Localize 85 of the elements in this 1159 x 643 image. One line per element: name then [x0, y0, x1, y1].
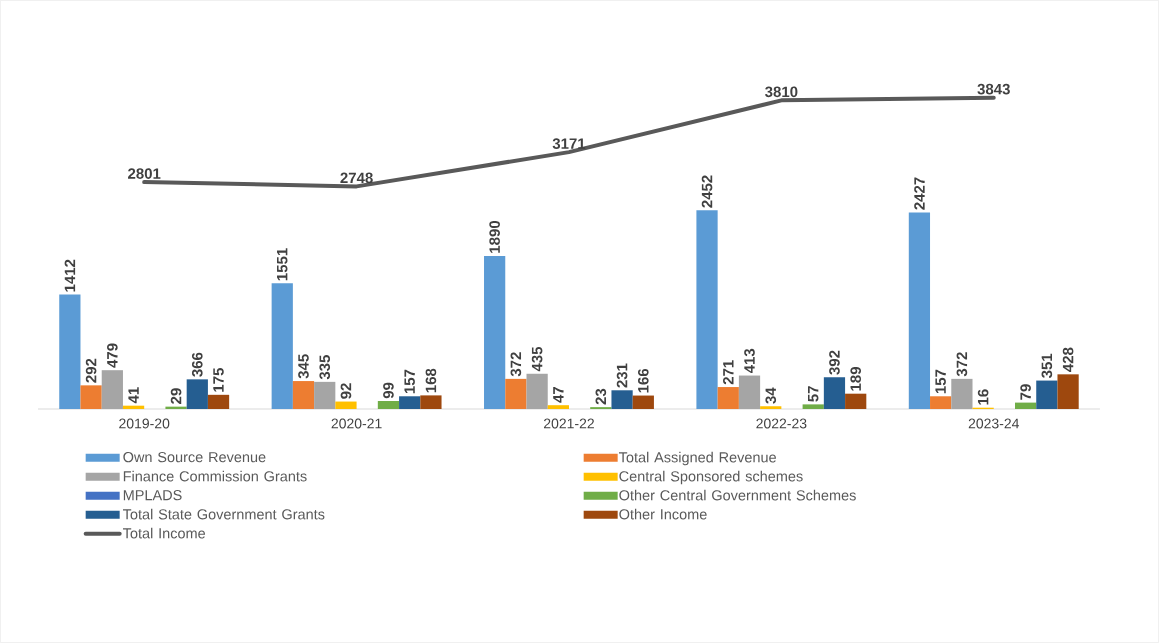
data-label: 292	[85, 358, 97, 383]
data-label: 99	[383, 382, 394, 399]
data-label: 479	[107, 343, 118, 368]
bar	[930, 396, 952, 409]
data-label: 3810	[765, 86, 798, 98]
legend-label: Other Income	[619, 508, 707, 520]
bar	[484, 255, 506, 409]
data-label: 1551	[277, 248, 288, 281]
data-label: 3843	[977, 83, 1010, 95]
data-label: 335	[319, 355, 331, 380]
data-label: 1412	[64, 259, 76, 292]
data-label: 157	[404, 369, 415, 394]
data-label: 92	[340, 383, 352, 399]
bar	[611, 390, 633, 409]
data-label: 231	[616, 363, 628, 388]
bar	[207, 394, 230, 409]
bar	[335, 401, 357, 409]
bar	[802, 404, 824, 409]
bar	[292, 381, 315, 409]
bar	[505, 378, 527, 409]
data-label: 413	[744, 348, 755, 374]
data-label: 2748	[340, 172, 373, 184]
bar	[738, 375, 761, 409]
x-tick-label: 2023-24	[968, 418, 1020, 429]
data-label: 41	[128, 387, 139, 404]
bar	[845, 393, 867, 409]
data-label: 351	[1041, 353, 1053, 379]
data-label: 428	[1062, 347, 1074, 372]
data-label: 2427	[914, 177, 925, 210]
bar	[823, 377, 846, 409]
data-label: 34	[765, 387, 777, 404]
legend-label: Finance Commission Grants	[123, 470, 307, 482]
data-label: 23	[595, 388, 607, 405]
data-label: 168	[425, 368, 437, 393]
data-label: 175	[213, 368, 224, 392]
bar	[1014, 402, 1037, 409]
bar	[951, 378, 973, 409]
data-label: 166	[638, 368, 649, 393]
data-label: 16	[977, 389, 989, 405]
data-label: 271	[723, 360, 734, 385]
data-label: 189	[850, 367, 862, 391]
data-label: 2452	[701, 175, 713, 208]
x-tick-label: 2020-21	[331, 418, 382, 429]
legend-label: Other Central Government Schemes	[619, 489, 856, 501]
bar	[717, 387, 739, 409]
x-tick-label: 2019-20	[119, 418, 170, 429]
bar	[101, 370, 123, 409]
bar	[908, 212, 931, 409]
bar	[59, 294, 81, 409]
bar	[399, 396, 421, 409]
x-tick-label: 2021-22	[543, 418, 594, 429]
legend-label: MPLADS	[123, 490, 182, 501]
bar	[80, 385, 102, 409]
data-label: 47	[553, 386, 564, 403]
data-label: 79	[1020, 384, 1031, 400]
bar	[186, 379, 208, 409]
data-label: 366	[191, 352, 203, 377]
legend-label: Total Assigned Revenue	[619, 451, 776, 466]
bar	[760, 406, 782, 409]
bar	[420, 395, 442, 409]
bar	[271, 283, 293, 409]
bar	[696, 210, 718, 409]
bar	[1057, 374, 1079, 409]
data-label: 57	[807, 386, 819, 402]
bar	[526, 373, 548, 409]
x-tick-label: 2022-23	[756, 418, 807, 429]
data-label: 392	[829, 350, 840, 375]
legend-label: Own Source Revenue	[123, 451, 266, 463]
data-label: 29	[170, 388, 182, 404]
bar	[632, 395, 654, 409]
data-label: 372	[956, 352, 968, 377]
data-label: 345	[298, 354, 309, 379]
data-label: 1890	[489, 220, 500, 253]
legend-label: Total State Government Grants	[123, 508, 325, 520]
legend-label: Total Income	[123, 527, 206, 539]
data-label: 3171	[552, 138, 586, 149]
bar	[547, 405, 569, 409]
bar	[1036, 380, 1058, 409]
legend-label: Central Sponsored schemes	[619, 470, 803, 485]
data-label: 435	[531, 346, 543, 372]
data-label: 372	[510, 352, 522, 377]
bar	[377, 400, 400, 409]
bar	[314, 381, 336, 409]
data-label: 157	[935, 369, 946, 394]
data-label: 2801	[128, 168, 161, 179]
